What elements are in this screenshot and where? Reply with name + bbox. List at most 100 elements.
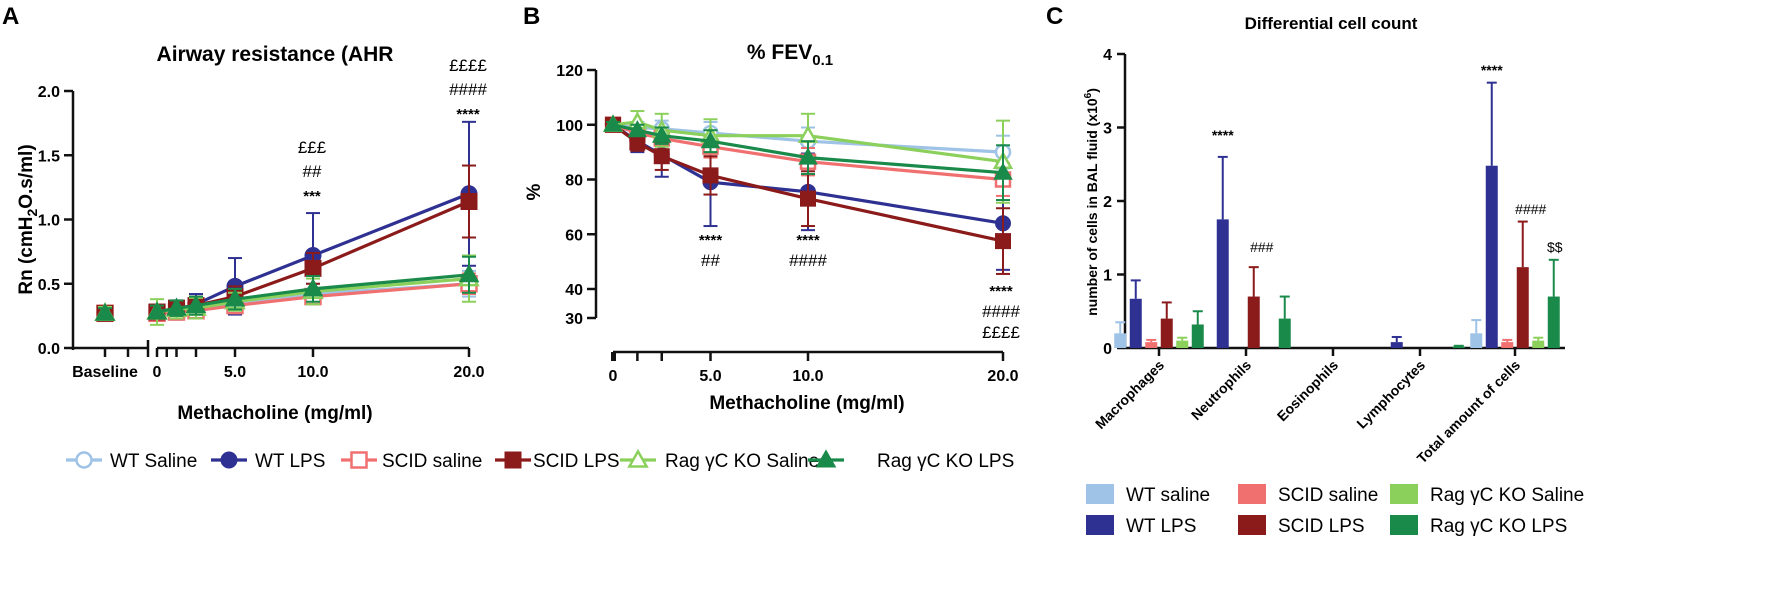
point-rag-c-ko-lps: [302, 278, 324, 297]
point-rag-c-ko-lps: [993, 162, 1013, 180]
legend-label-wt-lps: WT LPS: [255, 451, 325, 472]
category-label-C: Macrophages: [1092, 357, 1167, 432]
x-tick-label-A: Baseline: [72, 364, 138, 381]
bar-wt-saline: [1114, 333, 1127, 348]
significance-A-1: ####: [449, 80, 487, 99]
y-tick-label-A: 1.0: [38, 213, 60, 230]
significance-A-1: ****: [456, 106, 480, 123]
point-rag-c-ko-lps: [458, 264, 480, 283]
panel-title-C: Differential cell count: [1245, 14, 1418, 33]
point-rag-c-ko-lps: [603, 114, 623, 132]
y-axis-label-A: Rn (cmH2O.s/ml): [16, 144, 40, 294]
point-rag-c-ko-lps: [798, 147, 818, 165]
y-tick-label-C: 2: [1103, 194, 1112, 211]
x-tick-label-A: 5.0: [224, 364, 246, 381]
y-tick-label-B: 100: [556, 118, 583, 135]
bar-wt-lps: [1216, 219, 1229, 348]
significance-A-1: ££££: [449, 56, 487, 75]
legend-label-wt-saline: WT Saline: [110, 451, 197, 472]
bar-rag-c-ko-lps: [1191, 324, 1204, 348]
point-rag-c-ko-lps: [651, 125, 672, 143]
y-tick-label-A: 0.0: [38, 341, 60, 358]
point-scid-lps: [304, 259, 322, 277]
panel-title-A: Airway resistance (AHR: [157, 43, 394, 66]
legend-marker-wt-saline: [75, 451, 93, 469]
y-tick-label-B: 30: [565, 311, 583, 328]
significance-C-0: ****: [1212, 127, 1234, 143]
bar-wt-saline: [1470, 333, 1483, 348]
significance-B-2: ****: [989, 283, 1013, 300]
point-rag-c-ko-lps: [185, 294, 207, 314]
legend-label-rag-c-ko-saline: Rag γC KO Saline: [665, 451, 819, 472]
y-tick-label-B: 40: [565, 282, 583, 299]
point-scid-lps: [702, 167, 719, 184]
legend-label-rag-c-ko-saline: Rag γC KO Saline: [1430, 485, 1584, 506]
point-rag-c-ko-lps: [700, 131, 721, 149]
significance-C-2: ****: [1481, 62, 1503, 78]
x-tick-label-A: 0: [153, 364, 162, 381]
legend-label-scid-lps: SCID LPS: [1278, 516, 1365, 537]
bar-scid-lps: [1160, 318, 1173, 348]
y-tick-label-C: 0: [1103, 341, 1112, 358]
bar-rag-c-ko-lps: [1278, 318, 1291, 348]
significance-B-2: ££££: [982, 323, 1020, 342]
significance-C-4: $$: [1547, 239, 1563, 255]
point-rag-c-ko-lps: [166, 297, 187, 316]
point-rag-c-ko-lps: [224, 288, 246, 307]
significance-A-0: ##: [303, 162, 322, 181]
x-tick-label-B: 5.0: [699, 368, 721, 385]
legend-swatch-rag-c-ko-lps: [1390, 515, 1418, 535]
bar-rag-c-ko-lps: [1452, 346, 1465, 348]
x-tick-label-B: 20.0: [987, 368, 1018, 385]
significance-B-0: ##: [701, 251, 720, 270]
bar-scid-lps: [1247, 296, 1260, 348]
legend-swatch-wt-saline: [1086, 484, 1114, 504]
y-tick-label-B: 60: [565, 227, 583, 244]
bar-scid-saline: [1145, 342, 1158, 348]
panel-title-B: % FEV0.1: [747, 41, 833, 69]
legend-label-rag-c-ko-lps: Rag γC KO LPS: [1430, 516, 1567, 537]
y-axis-label-C: number of cells in BAL fluid (x106): [1083, 88, 1100, 316]
significance-C-3: ####: [1515, 201, 1546, 217]
y-tick-label-C: 1: [1103, 268, 1112, 285]
significance-B-2: ####: [982, 302, 1020, 321]
legend-marker-wt-lps: [220, 451, 238, 469]
x-axis-label-B: Methacholine (mg/ml): [709, 393, 904, 414]
bar-wt-lps: [1390, 342, 1403, 348]
bar-scid-saline: [1501, 342, 1514, 348]
significance-B-1: ####: [789, 251, 827, 270]
bar-wt-lps: [1129, 298, 1142, 348]
legend-swatch-scid-lps: [1238, 515, 1266, 535]
category-label-C: Neutrophils: [1188, 357, 1254, 423]
legend-marker-rag-c-ko-saline: [627, 448, 649, 468]
bar-rag-c-ko-saline: [1176, 340, 1189, 348]
y-tick-label-A: 1.5: [38, 148, 60, 165]
point-scid-lps: [629, 134, 646, 151]
category-label-C: Total amount of cells: [1414, 357, 1524, 467]
legend-marker-scid-lps: [504, 451, 522, 469]
x-tick-label-A: 10.0: [297, 364, 328, 381]
significance-B-0: ****: [699, 232, 723, 249]
point-scid-lps: [800, 190, 816, 207]
significance-A-0: ***: [303, 188, 321, 205]
legend-label-wt-lps: WT LPS: [1126, 516, 1196, 537]
point-rag-c-ko-lps: [146, 301, 168, 320]
y-tick-label-A: 2.0: [38, 84, 60, 101]
panel-letter-C: C: [1046, 3, 1063, 30]
y-tick-label-A: 0.5: [38, 277, 60, 294]
x-axis-label-A: Methacholine (mg/ml): [177, 403, 372, 424]
significance-B-1: ****: [796, 232, 820, 249]
y-tick-label-B: 80: [565, 173, 583, 190]
point-scid-lps: [460, 193, 478, 211]
legend-marker-rag-c-ko-lps: [815, 449, 837, 468]
significance-A-0: £££: [298, 138, 327, 157]
bar-scid-lps: [1516, 267, 1529, 348]
category-label-C: Eosinophils: [1274, 357, 1342, 425]
significance-C-1: ###: [1250, 239, 1274, 255]
legend-swatch-scid-saline: [1238, 484, 1266, 504]
y-tick-label-C: 4: [1103, 47, 1112, 64]
legend-label-scid-saline: SCID saline: [382, 451, 482, 472]
category-label-C: Lymphocytes: [1353, 357, 1428, 432]
legend-label-scid-saline: SCID saline: [1278, 485, 1378, 506]
